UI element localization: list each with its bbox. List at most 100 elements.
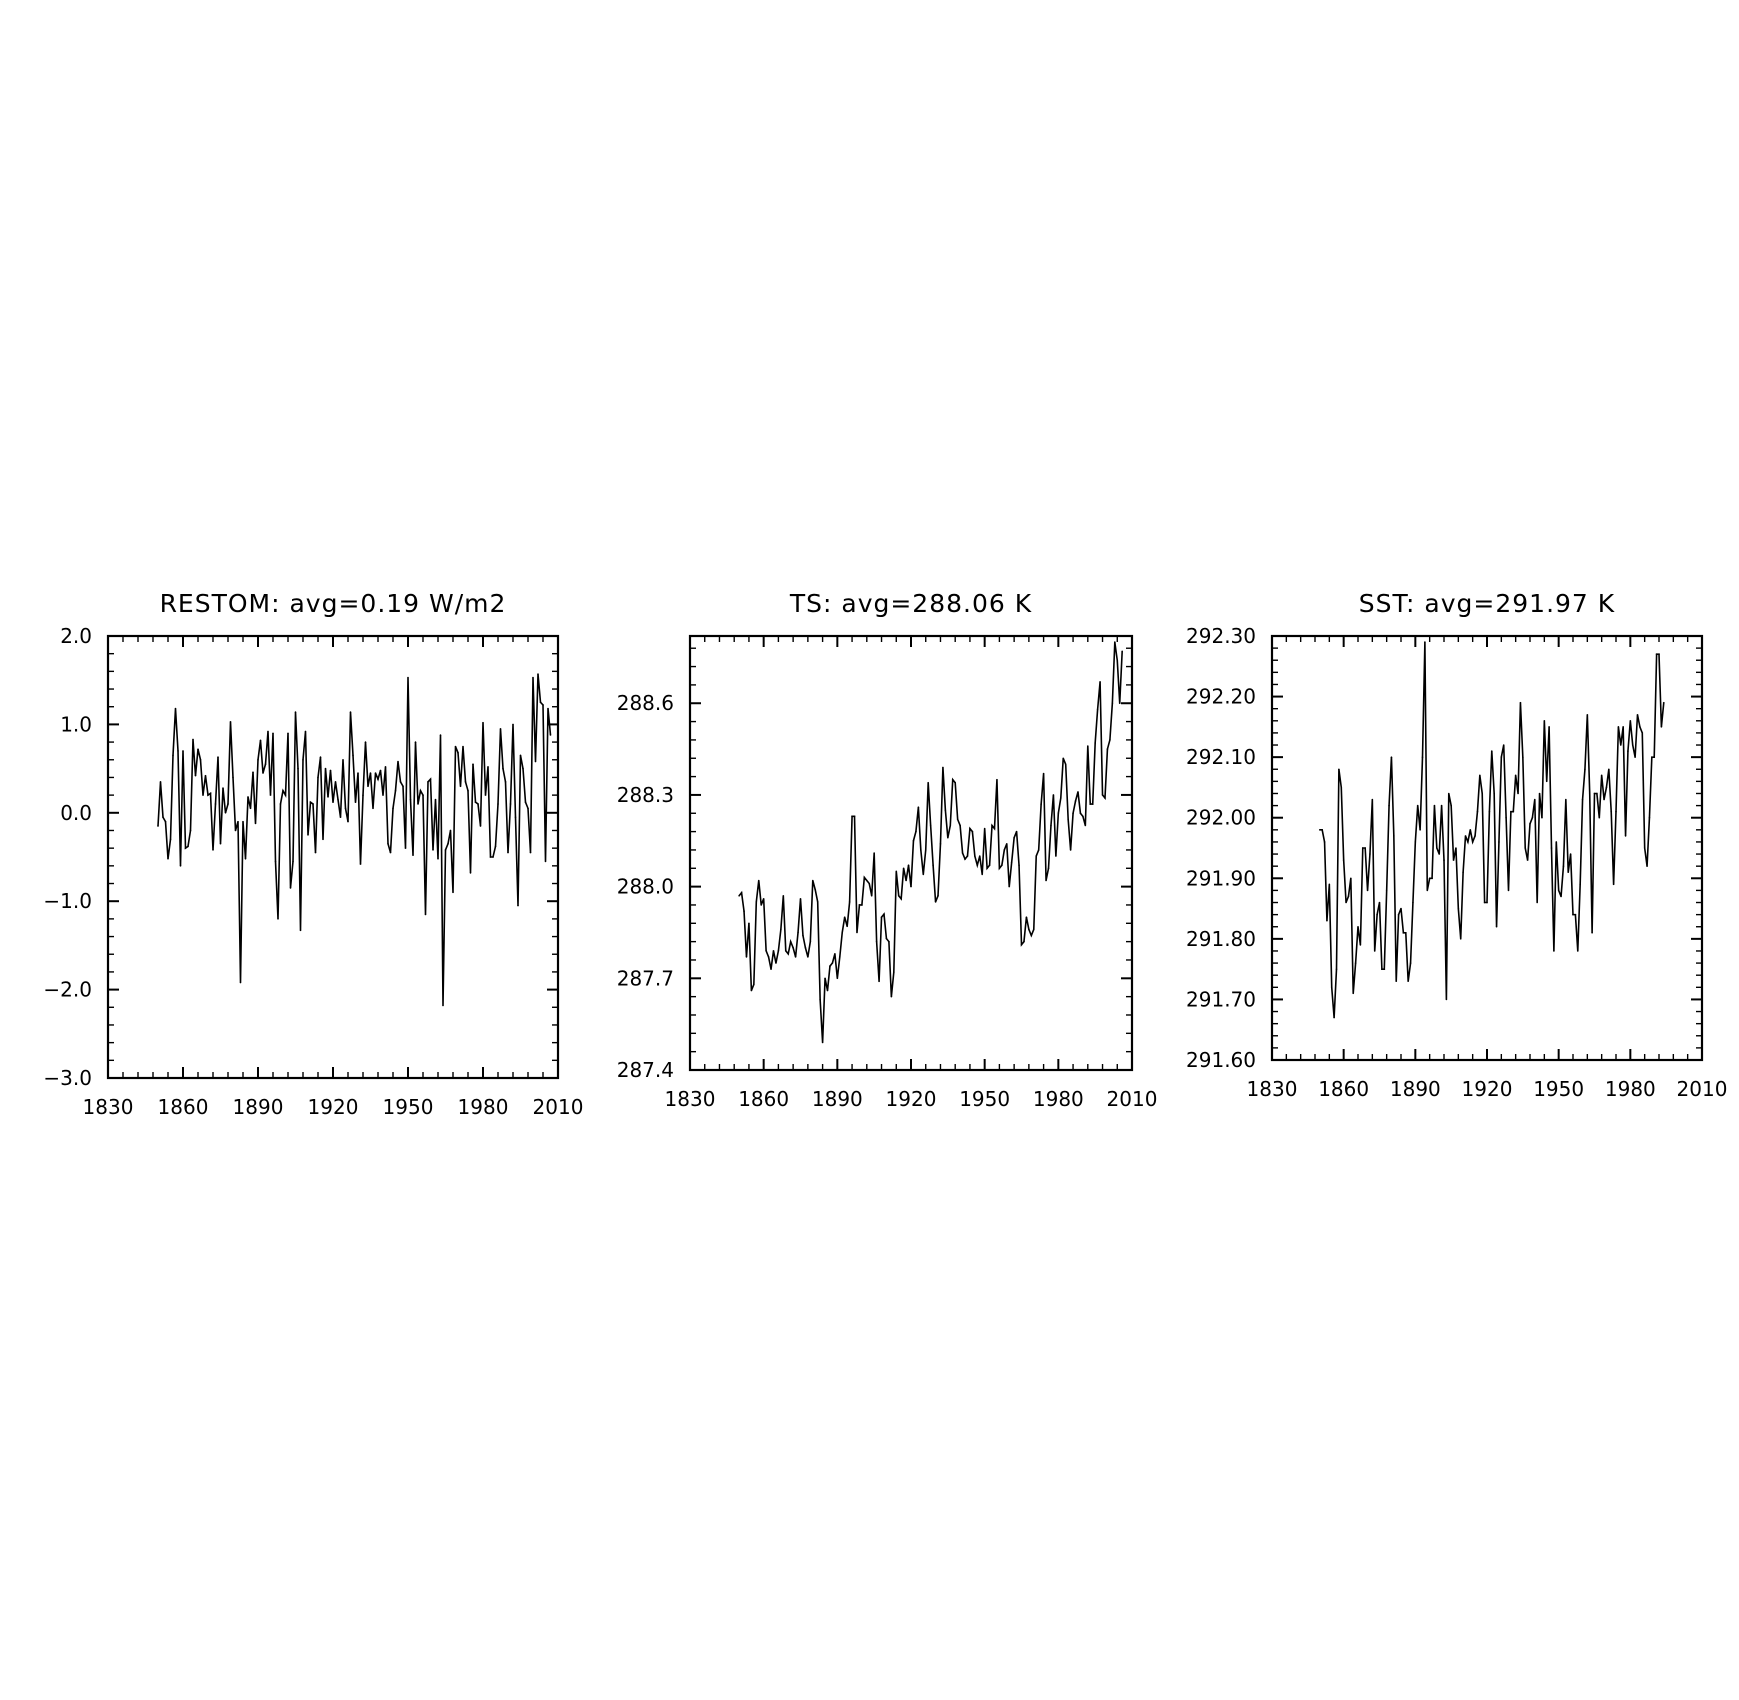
data-point xyxy=(1359,944,1362,946)
data-point xyxy=(1328,883,1331,886)
data-point xyxy=(1440,804,1443,807)
data-point xyxy=(322,838,324,841)
data-point xyxy=(289,887,292,889)
data-point xyxy=(888,940,890,943)
data-point xyxy=(257,758,259,761)
data-point xyxy=(227,803,229,805)
data-point xyxy=(412,854,414,857)
data-point xyxy=(1005,843,1008,845)
data-point xyxy=(961,852,964,854)
data-point xyxy=(934,901,937,903)
data-point xyxy=(924,849,927,851)
data-point xyxy=(1118,702,1121,705)
data-point xyxy=(1089,803,1092,805)
data-point xyxy=(497,803,499,805)
data-point xyxy=(1121,650,1123,653)
data-point xyxy=(1662,701,1665,704)
data-point xyxy=(1541,816,1543,819)
data-point xyxy=(427,781,429,783)
data-point xyxy=(858,904,861,906)
data-point xyxy=(780,928,782,931)
data-point xyxy=(1402,932,1405,934)
data-point xyxy=(922,873,925,876)
data-point xyxy=(214,803,217,805)
data-point xyxy=(397,760,399,763)
data-point xyxy=(329,769,332,772)
data-point xyxy=(853,815,856,818)
chart-panel-2: TS: avg=288.06 K 1830 1860 1890 1920 1950 1980… xyxy=(617,589,1158,1111)
data-point xyxy=(219,842,222,845)
x-tick-label: 1920 xyxy=(1462,1077,1513,1101)
data-point xyxy=(1074,800,1077,802)
data-point xyxy=(172,754,174,757)
data-point xyxy=(277,918,279,920)
data-point xyxy=(232,776,234,779)
y-tick-label: 0.0 xyxy=(60,801,92,825)
data-point xyxy=(883,913,885,915)
data-point xyxy=(1655,653,1658,655)
data-point xyxy=(1531,816,1534,819)
data-point xyxy=(1326,919,1328,922)
data-point xyxy=(362,794,364,796)
data-point xyxy=(1376,913,1378,916)
data-point xyxy=(319,756,322,758)
data-point xyxy=(1082,815,1084,818)
data-point xyxy=(332,801,334,803)
data-point xyxy=(920,849,922,851)
data-point xyxy=(868,882,871,885)
data-point xyxy=(1507,889,1510,892)
data-point xyxy=(1510,810,1512,813)
y-tick-label: 287.7 xyxy=(617,966,674,990)
data-point xyxy=(1593,792,1596,795)
data-point xyxy=(1101,794,1104,796)
data-point xyxy=(504,781,507,783)
data-point xyxy=(197,748,199,750)
data-point xyxy=(274,860,277,863)
data-point xyxy=(307,834,309,836)
data-point xyxy=(189,829,192,832)
data-point xyxy=(202,794,204,796)
data-point xyxy=(1526,859,1529,861)
data-point xyxy=(267,730,269,733)
data-point xyxy=(1629,720,1632,722)
data-point xyxy=(1010,861,1013,863)
data-point xyxy=(1588,792,1591,795)
data-point xyxy=(1467,841,1469,843)
data-point xyxy=(1042,772,1045,775)
data-point xyxy=(1581,798,1584,801)
data-point xyxy=(294,711,297,713)
data-point xyxy=(1109,739,1111,741)
data-point xyxy=(1094,742,1096,744)
data-point xyxy=(252,771,254,773)
data-point xyxy=(1424,641,1426,643)
data-point xyxy=(1627,750,1629,752)
data-point xyxy=(1037,849,1040,851)
data-point xyxy=(212,849,214,851)
x-tick-label: 1950 xyxy=(1533,1077,1584,1101)
data-point xyxy=(449,829,452,832)
x-tick-label: 1860 xyxy=(158,1095,209,1119)
data-point xyxy=(1457,907,1460,910)
data-point xyxy=(740,891,743,894)
data-point xyxy=(1486,901,1488,904)
data-point xyxy=(349,711,352,713)
data-point xyxy=(1495,925,1498,928)
data-point xyxy=(949,824,952,827)
data-point xyxy=(334,781,337,783)
data-point xyxy=(799,898,802,900)
data-point xyxy=(819,998,821,1001)
data-point xyxy=(834,953,836,955)
data-point xyxy=(1333,1016,1335,1019)
data-point xyxy=(302,758,304,761)
y-tick-label: −1.0 xyxy=(43,889,92,913)
data-point xyxy=(544,860,547,863)
data-point xyxy=(1409,962,1412,964)
data-point xyxy=(1416,804,1419,807)
data-point xyxy=(1557,889,1560,892)
data-point xyxy=(998,867,1001,870)
data-point xyxy=(907,864,910,867)
data-point xyxy=(836,977,839,980)
data-point xyxy=(927,781,929,784)
data-point xyxy=(1032,928,1035,931)
data-point xyxy=(444,849,447,851)
